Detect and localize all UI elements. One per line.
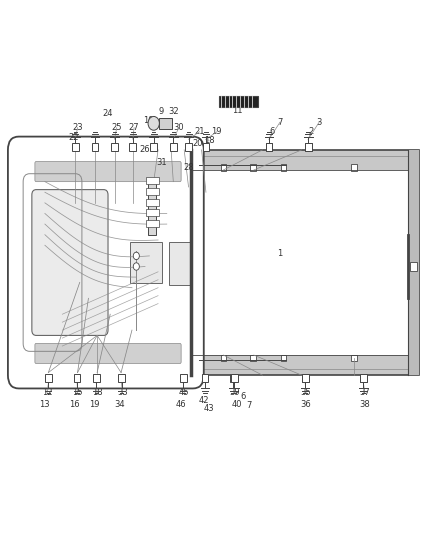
Text: 7: 7 [277,118,283,127]
Bar [408,150,419,375]
Bar [231,374,237,382]
Bar [302,374,308,382]
Bar [360,374,367,382]
FancyBboxPatch shape [32,190,108,335]
FancyBboxPatch shape [35,161,181,182]
Bar [191,355,419,375]
Text: 23: 23 [72,123,83,132]
Bar [351,354,357,361]
Text: 16: 16 [69,400,80,409]
Circle shape [133,252,139,260]
Bar [92,143,98,151]
Text: 43: 43 [204,404,215,413]
Text: 22: 22 [68,133,78,142]
Bar [251,354,255,361]
Text: 34: 34 [114,400,125,409]
Bar [219,96,258,108]
Text: 25: 25 [112,123,122,132]
Bar [410,262,417,271]
Bar [266,143,272,151]
Text: 46: 46 [176,400,187,409]
Text: 24: 24 [103,109,113,118]
Text: 36: 36 [300,400,311,409]
Text: 9: 9 [159,107,164,116]
Text: 20: 20 [193,139,203,148]
Bar [146,188,159,195]
Bar [281,354,286,361]
Text: 45: 45 [179,388,189,397]
Text: 31: 31 [156,158,167,167]
Bar [148,182,156,235]
Bar [146,209,159,216]
FancyBboxPatch shape [35,343,181,364]
Bar [305,143,311,151]
Bar [185,143,192,151]
Text: 32: 32 [168,107,179,116]
Bar [203,143,209,151]
Text: 11: 11 [232,106,243,115]
Bar [196,156,414,369]
Bar [221,164,226,171]
Bar [159,118,173,128]
Text: 39: 39 [229,388,240,397]
Bar [351,164,357,171]
Bar [251,164,255,171]
Text: 38: 38 [360,400,370,409]
Text: 19: 19 [212,127,222,136]
Text: 21: 21 [194,127,205,136]
Bar [191,150,419,375]
Text: 1: 1 [277,249,283,258]
Text: 35: 35 [301,388,311,397]
FancyBboxPatch shape [8,136,204,389]
Bar [45,374,52,382]
Text: 2: 2 [309,127,314,136]
Bar [170,143,177,151]
Bar [302,374,308,382]
Bar [202,374,208,382]
Text: 6: 6 [240,392,246,401]
Bar [305,143,311,151]
Bar [130,242,162,284]
Circle shape [133,263,139,270]
Text: 40: 40 [231,400,242,409]
Text: 28: 28 [183,164,194,172]
Text: 3: 3 [316,118,322,127]
Bar [169,241,190,285]
Text: 6: 6 [269,127,275,136]
Bar [266,143,272,151]
Text: 19: 19 [89,400,99,409]
Text: 18: 18 [92,388,102,397]
Bar [74,374,81,382]
Bar [150,143,157,151]
Bar [146,199,159,206]
Text: 27: 27 [129,123,139,132]
Bar [146,177,159,184]
Bar [93,374,99,382]
Bar [230,374,236,382]
Text: 26: 26 [140,146,150,155]
Text: 12: 12 [42,388,52,397]
Text: 37: 37 [360,388,370,397]
Bar [180,374,187,382]
Bar [360,374,367,382]
Bar [130,143,136,151]
Bar [111,143,118,151]
Circle shape [148,116,159,130]
Bar [221,354,226,361]
Text: 10: 10 [143,116,154,125]
Bar [118,374,125,382]
Text: 15: 15 [72,388,83,397]
Text: 7: 7 [247,401,252,410]
Bar [281,164,286,171]
Text: 33: 33 [117,388,128,397]
Text: 42: 42 [198,395,209,405]
Bar [146,220,159,227]
Bar [72,143,79,151]
Text: 13: 13 [39,400,49,409]
Bar [191,150,419,170]
Text: 30: 30 [173,123,184,132]
Text: 18: 18 [204,136,214,145]
